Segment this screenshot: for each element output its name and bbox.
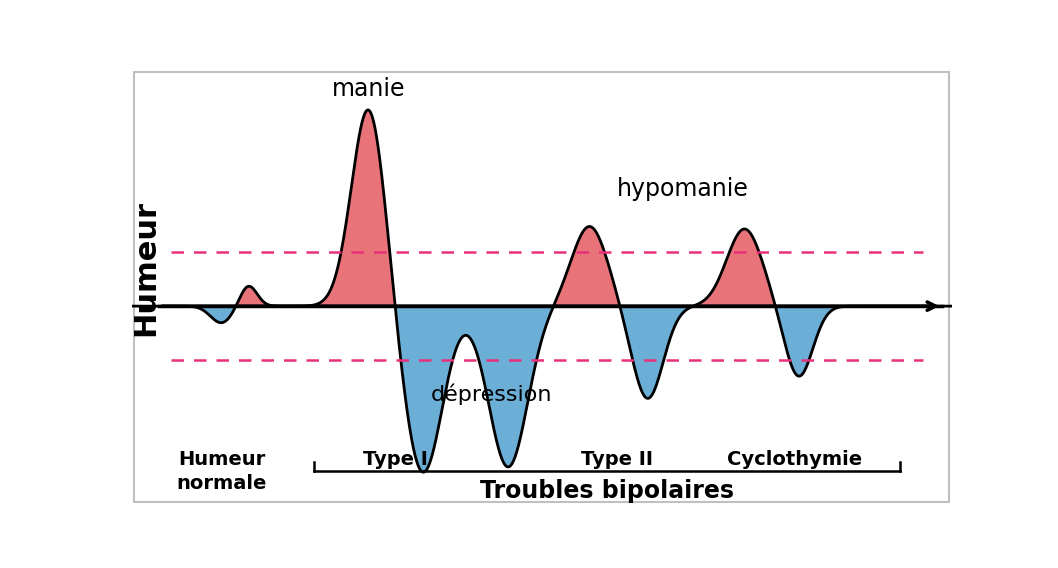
Text: dépression: dépression <box>431 383 552 405</box>
Text: hypomanie: hypomanie <box>617 177 748 201</box>
Text: Humeur: Humeur <box>131 199 161 336</box>
Text: Type I: Type I <box>363 450 428 469</box>
Text: Troubles bipolaires: Troubles bipolaires <box>480 478 734 503</box>
Text: manie: manie <box>332 77 405 101</box>
Text: Cyclothymie: Cyclothymie <box>727 450 862 469</box>
Text: Humeur
normale: Humeur normale <box>177 450 267 492</box>
Text: Type II: Type II <box>581 450 653 469</box>
